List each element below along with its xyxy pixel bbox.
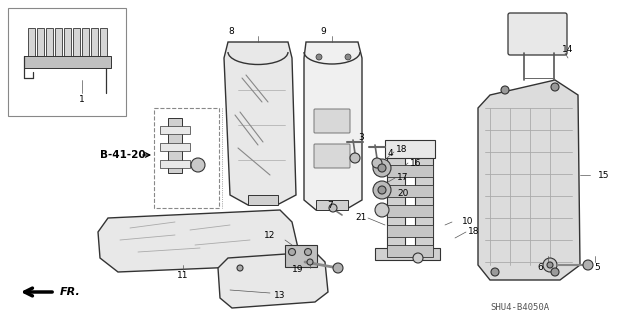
Circle shape bbox=[501, 86, 509, 94]
Bar bbox=[100, 28, 107, 58]
Bar bbox=[387, 165, 433, 177]
Bar bbox=[37, 28, 44, 58]
Bar bbox=[387, 225, 433, 237]
Bar bbox=[248, 195, 278, 205]
Circle shape bbox=[350, 153, 360, 163]
Text: 5: 5 bbox=[594, 263, 600, 272]
Bar bbox=[415, 148, 433, 253]
Bar bbox=[160, 143, 190, 151]
Bar bbox=[154, 108, 219, 208]
Circle shape bbox=[583, 260, 593, 270]
Text: 12: 12 bbox=[264, 231, 276, 240]
Circle shape bbox=[372, 158, 382, 168]
Text: 1: 1 bbox=[79, 95, 85, 105]
Text: SHU4-B4050A: SHU4-B4050A bbox=[490, 303, 549, 313]
Circle shape bbox=[305, 249, 312, 256]
Text: 14: 14 bbox=[562, 46, 573, 55]
Text: 15: 15 bbox=[598, 170, 609, 180]
Circle shape bbox=[333, 263, 343, 273]
Bar bbox=[168, 118, 182, 173]
Text: 17: 17 bbox=[397, 174, 408, 182]
Circle shape bbox=[316, 54, 322, 60]
Bar bbox=[160, 126, 190, 134]
Text: 4: 4 bbox=[387, 149, 393, 158]
Text: 19: 19 bbox=[292, 265, 304, 275]
Text: 18: 18 bbox=[396, 145, 408, 154]
Bar bbox=[316, 200, 348, 210]
Bar bbox=[64, 28, 71, 58]
Text: 20: 20 bbox=[397, 189, 408, 197]
Circle shape bbox=[373, 159, 391, 177]
Bar bbox=[91, 28, 98, 58]
Bar bbox=[55, 28, 62, 58]
Text: B-41-20: B-41-20 bbox=[100, 150, 146, 160]
Bar bbox=[385, 140, 435, 158]
FancyBboxPatch shape bbox=[508, 13, 567, 55]
Text: 7: 7 bbox=[327, 201, 333, 210]
Circle shape bbox=[191, 158, 205, 172]
Text: 11: 11 bbox=[177, 271, 189, 279]
FancyBboxPatch shape bbox=[314, 144, 350, 168]
Text: 10: 10 bbox=[462, 218, 474, 226]
Polygon shape bbox=[218, 252, 328, 308]
Circle shape bbox=[289, 249, 296, 256]
Bar bbox=[285, 245, 317, 267]
Circle shape bbox=[547, 262, 553, 268]
Text: 18: 18 bbox=[468, 227, 479, 236]
Circle shape bbox=[378, 186, 386, 194]
Bar bbox=[387, 245, 433, 257]
Bar bbox=[8, 8, 126, 116]
Text: 6: 6 bbox=[537, 263, 543, 272]
Text: 16: 16 bbox=[410, 159, 422, 167]
Polygon shape bbox=[98, 210, 298, 272]
Bar bbox=[82, 28, 89, 58]
Circle shape bbox=[237, 265, 243, 271]
Text: 8: 8 bbox=[228, 27, 234, 36]
Circle shape bbox=[373, 181, 391, 199]
Text: 3: 3 bbox=[358, 133, 364, 143]
Text: 9: 9 bbox=[320, 27, 326, 36]
Circle shape bbox=[345, 54, 351, 60]
Bar bbox=[387, 185, 433, 197]
Text: 21: 21 bbox=[355, 213, 366, 222]
Polygon shape bbox=[224, 42, 296, 205]
Circle shape bbox=[551, 83, 559, 91]
Bar bbox=[387, 205, 433, 217]
Polygon shape bbox=[304, 42, 362, 210]
Bar bbox=[160, 160, 190, 168]
Bar bbox=[375, 248, 440, 260]
Polygon shape bbox=[478, 80, 580, 280]
Circle shape bbox=[543, 258, 557, 272]
FancyBboxPatch shape bbox=[314, 109, 350, 133]
Circle shape bbox=[329, 204, 337, 212]
Circle shape bbox=[491, 268, 499, 276]
Bar bbox=[28, 28, 35, 58]
Circle shape bbox=[307, 259, 313, 265]
Bar bbox=[46, 28, 53, 58]
Text: FR.: FR. bbox=[60, 287, 81, 297]
Bar bbox=[73, 28, 80, 58]
Bar bbox=[387, 148, 405, 253]
Bar bbox=[24, 56, 111, 68]
Circle shape bbox=[375, 203, 389, 217]
Circle shape bbox=[413, 253, 423, 263]
Text: 13: 13 bbox=[275, 291, 285, 300]
Circle shape bbox=[378, 164, 386, 172]
Circle shape bbox=[551, 268, 559, 276]
